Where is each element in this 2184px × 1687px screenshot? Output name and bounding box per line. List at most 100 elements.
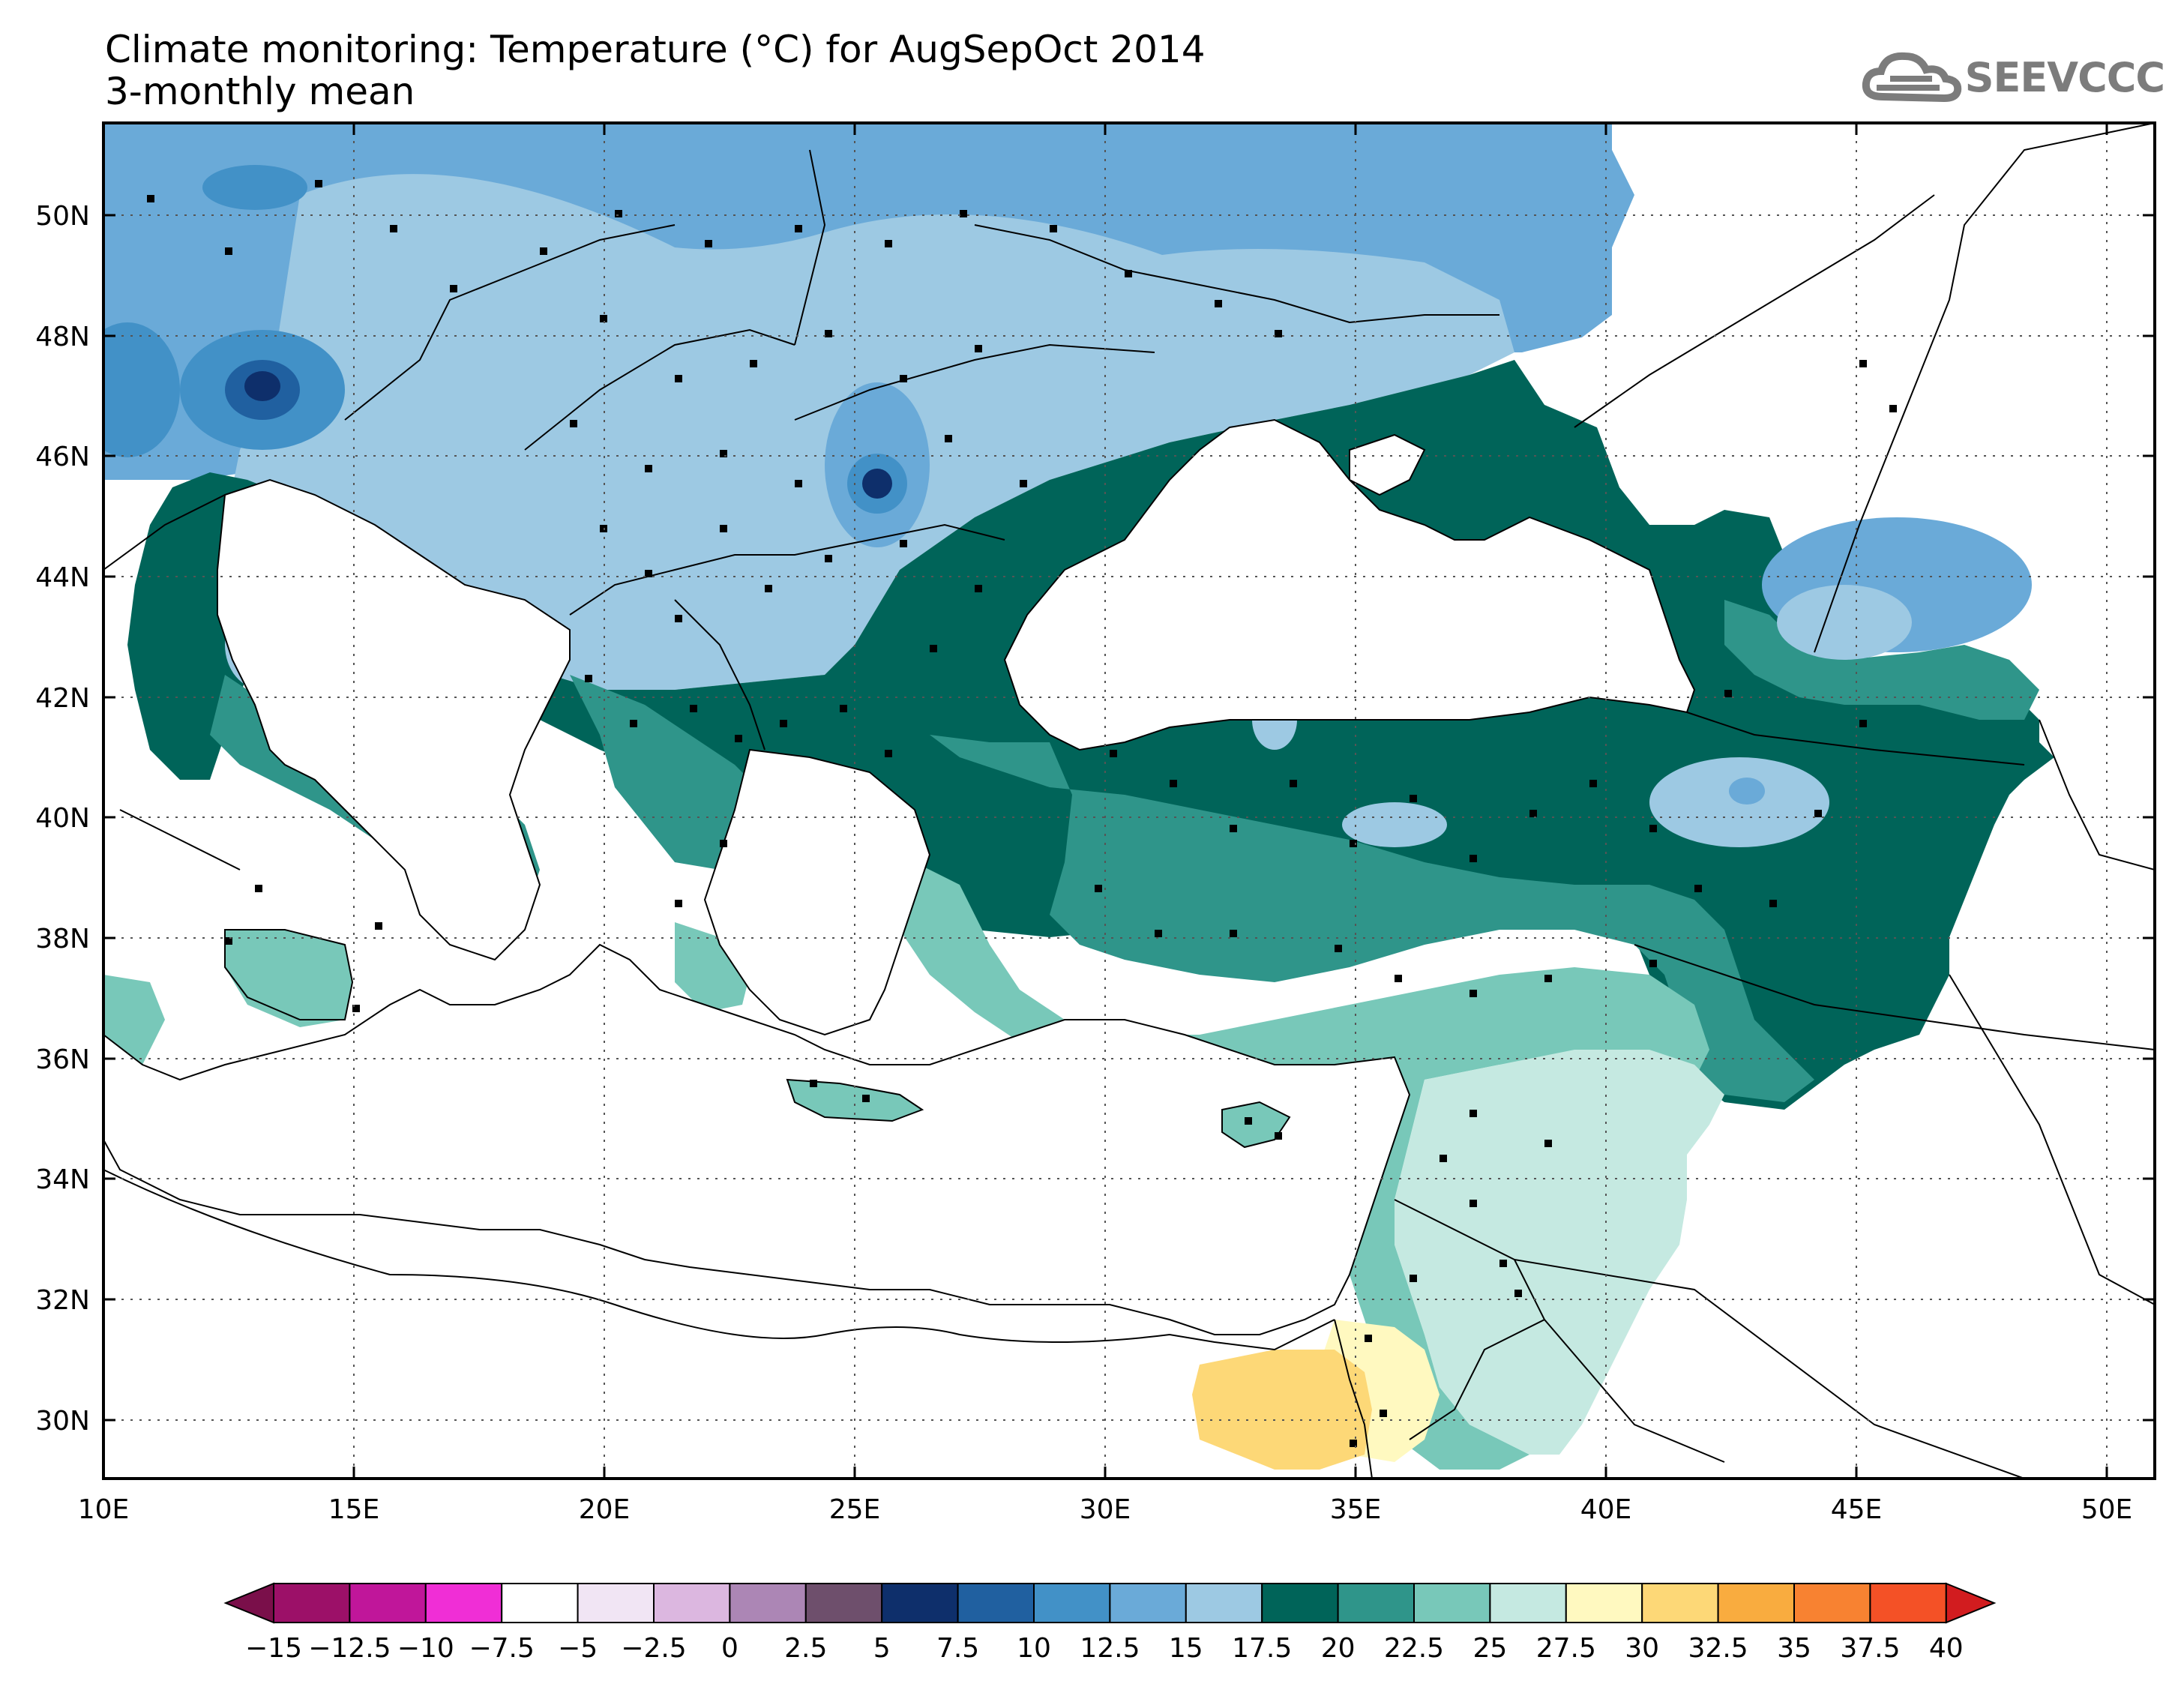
cool-spot-anatolia [1342,802,1447,847]
crimea [1349,433,1426,496]
lat-label: 32N [35,1285,90,1316]
lon-label: 10E [78,1494,130,1525]
station-markers [147,180,1897,1447]
colorbar-label: 20 [1321,1633,1356,1664]
colorbar-cell [1109,1583,1187,1623]
colorbar-label: −10 [397,1633,454,1664]
field-band-22-25 [103,855,1709,1470]
colorbar-label: 10 [1017,1633,1051,1664]
colorbar-cell [577,1583,655,1623]
colorbar-label: 0 [721,1633,738,1664]
lat-axis: 50N 48N 46N 44N 42N 40N 38N 36N 34N 32N … [35,201,90,1437]
lat-label: 48N [35,322,90,352]
colorbar-min-arrow [223,1582,274,1624]
colorbar-label: 7.5 [936,1633,979,1664]
colorbar-cell [501,1583,579,1623]
field-band-30-32 [1192,1350,1372,1470]
lon-label: 20E [579,1494,631,1525]
lon-label: 15E [328,1494,380,1525]
colorbar-cell [881,1583,959,1623]
black-sea [1003,418,1696,751]
colorbar-label: 27.5 [1536,1633,1596,1664]
colorbar-label: −12.5 [308,1633,391,1664]
seevccc-logo: SEEVCCC [1860,43,2165,111]
chart-title: Climate monitoring: Temperature (°C) for… [105,28,1206,71]
axis-ticks [102,123,2155,1479]
colorbar-label: −15 [245,1633,302,1664]
cold-spot-carpathians-peak [862,469,892,499]
lon-label: 50E [2081,1494,2133,1525]
lon-label: 25E [829,1494,881,1525]
colorbar-cell [729,1583,807,1623]
chart-subtitle: 3-monthly mean [105,70,415,113]
colorbar-label: 35 [1777,1633,1811,1664]
colorbar-cell [424,1583,503,1623]
colorbar-cell [1869,1583,1947,1623]
cold-spot-alps-peak [244,371,280,401]
colorbar-cell [273,1583,351,1623]
colorbar-cell [349,1583,427,1623]
lat-label: 42N [35,683,90,714]
lon-label: 35E [1330,1494,1382,1525]
colorbar-cell [1185,1583,1263,1623]
field-band-20-22 [210,600,2039,1102]
lat-label: 44N [35,562,90,593]
colorbar-cell [957,1583,1035,1623]
colorbar-label: 30 [1625,1633,1659,1664]
graticule [103,123,2155,1479]
lat-label: 38N [35,924,90,954]
colorbar-label: 37.5 [1840,1633,1900,1664]
colorbar-label: 17.5 [1232,1633,1292,1664]
colorbar-cell [1337,1583,1415,1623]
colorbar-max-arrow [1945,1582,1997,1624]
lon-label: 40E [1580,1494,1632,1525]
lat-label: 50N [35,201,90,232]
colorbar-label: −7.5 [469,1633,534,1664]
colorbar-cell [1793,1583,1871,1623]
colorbar-labels: −15 −12.5 −10 −7.5 −5 −2.5 0 2.5 5 7.5 10 12.5 15 17.… [245,1633,1964,1664]
colorbar-cells [223,1582,1997,1624]
colorbar-label: 32.5 [1688,1633,1748,1664]
crete [786,1078,924,1122]
logo-text: SEEVCCC [1964,53,2165,101]
lon-label: 30E [1080,1494,1131,1525]
lat-label: 34N [35,1164,90,1195]
colorbar-label: 5 [873,1633,891,1664]
temperature-field [103,123,2155,1479]
sicily [224,929,354,1020]
colorbar-cell [1489,1583,1567,1623]
colorbar-label: 15 [1169,1633,1203,1664]
lat-label: 30N [35,1406,90,1437]
field-band-25-27 [1395,1050,1724,1455]
lon-axis: 10E 15E 20E 25E 30E 35E 40E 45E 50E [78,1494,2133,1525]
colorbar-cell [1565,1583,1643,1623]
colorbar-label: 40 [1929,1633,1964,1664]
map-frame [102,121,2156,1480]
colorbar-cell [1717,1583,1796,1623]
cold-spot-north [202,165,307,210]
mediterranean-sea [103,478,1411,1335]
colorbar-label: −2.5 [621,1633,686,1664]
lat-label: 46N [35,442,90,472]
colorbar-label: 2.5 [784,1633,827,1664]
cold-spot-west [103,322,180,457]
lat-label: 40N [35,803,90,834]
colorbar-cell [1413,1583,1491,1623]
colorbar-cell [1641,1583,1719,1623]
colorbar-cell [804,1583,883,1623]
cool-spot-armenia-core [1729,778,1765,805]
colorbar-label: 22.5 [1384,1633,1444,1664]
cool-spot-caucasus-light [1777,585,1912,660]
coastlines-borders [103,123,2155,1479]
colorbar: −15 −12.5 −10 −7.5 −5 −2.5 0 2.5 5 7.5 10 12.5 15 17.… [223,1582,1997,1664]
colorbar-cell [653,1583,731,1623]
colorbar-cell [1033,1583,1111,1623]
lon-label: 45E [1831,1494,1883,1525]
colorbar-cell [1261,1583,1339,1623]
colorbar-label: 12.5 [1080,1633,1140,1664]
cloud-logo-icon [1862,52,1961,103]
lat-label: 36N [35,1044,90,1075]
colorbar-label: −5 [558,1633,598,1664]
colorbar-label: 25 [1472,1633,1507,1664]
